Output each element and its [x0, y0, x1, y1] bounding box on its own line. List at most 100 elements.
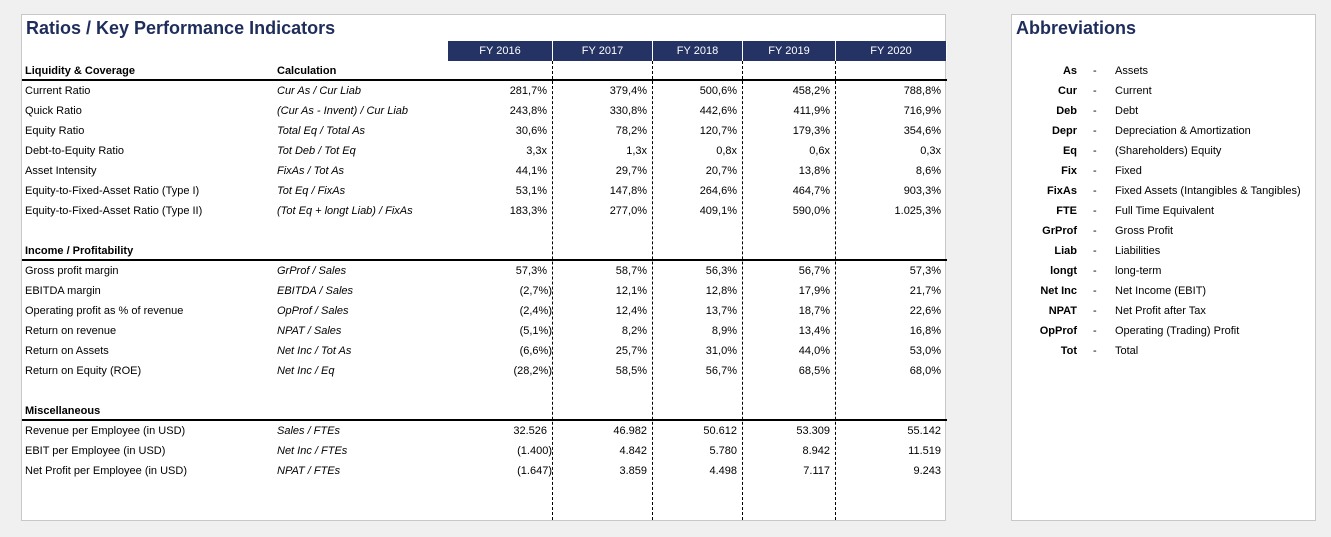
row-value: 13,7%: [705, 305, 737, 317]
abbreviation-meaning: Current: [1115, 85, 1152, 97]
row-value: 4.842: [619, 445, 647, 457]
abbreviation-separator: -: [1093, 125, 1097, 137]
row-value: 464,7%: [792, 185, 830, 197]
row-value: 50.612: [703, 425, 737, 437]
row-calculation: GrProf / Sales: [277, 265, 347, 277]
row-value: 147,8%: [609, 185, 647, 197]
abbreviation-item: FTE - Full Time Equivalent: [1012, 201, 1317, 221]
abbreviation-item: OpProf - Operating (Trading) Profit: [1012, 321, 1317, 341]
section-divider: [22, 419, 947, 421]
abbreviation-item: As - Assets: [1012, 61, 1317, 81]
abbreviation-code: Fix: [1061, 165, 1077, 177]
row-value: 21,7%: [909, 285, 941, 297]
row-value: 22,6%: [909, 305, 941, 317]
table-row: Gross profit margin GrProf / Sales 57,3% 58…: [22, 261, 947, 281]
table-row: Current Ratio Cur As / Cur Liab 281,7% 379,…: [22, 81, 947, 101]
row-label: Equity-to-Fixed-Asset Ratio (Type I): [25, 185, 200, 197]
row-value: 13,8%: [798, 165, 830, 177]
section-divider: [22, 79, 947, 81]
row-calculation: Total Eq / Total As: [277, 125, 366, 137]
abbreviation-code: Depr: [1051, 125, 1077, 137]
row-value: 411,9%: [793, 105, 831, 117]
row-calculation: Net Inc / Tot As: [277, 345, 352, 357]
table-row: Equity-to-Fixed-Asset Ratio (Type II) (To…: [22, 201, 947, 221]
abbreviation-meaning: Depreciation & Amortization: [1115, 125, 1251, 137]
section-header: Miscellaneous: [22, 401, 947, 421]
row-value: 8,2%: [621, 325, 647, 337]
section-divider: [22, 259, 947, 261]
row-label: Asset Intensity: [25, 165, 97, 177]
column-divider: [742, 61, 743, 520]
abbreviation-code: Deb: [1056, 105, 1077, 117]
abbreviation-separator: -: [1093, 305, 1097, 317]
row-label: Return on revenue: [25, 325, 117, 337]
row-value: 25,7%: [615, 345, 647, 357]
abbreviation-item: FixAs - Fixed Assets (Intangibles & Tangib…: [1012, 181, 1317, 201]
row-value: 3,3x: [526, 145, 547, 157]
row-label: Revenue per Employee (in USD): [25, 425, 186, 437]
section-title: Liquidity & Coverage: [25, 65, 136, 77]
row-value: 179,3%: [792, 125, 830, 137]
abbreviations-panel: Abbreviations As - Assets Cur - Current Deb - De…: [1011, 14, 1316, 521]
row-value: 903,3%: [903, 185, 941, 197]
row-value: 354,6%: [903, 125, 941, 137]
calculation-header: Calculation: [277, 65, 337, 77]
row-value: 68,0%: [909, 365, 941, 377]
year-header: FY 2019: [743, 41, 836, 61]
row-value: (1.647): [517, 465, 552, 477]
row-value: 8,9%: [711, 325, 737, 337]
abbreviation-meaning: Net Profit after Tax: [1115, 305, 1206, 317]
table-row: Debt-to-Equity Ratio Tot Deb / Tot Eq 3,3x…: [22, 141, 947, 161]
abbreviation-separator: -: [1093, 105, 1097, 117]
row-value: 78,2%: [615, 125, 647, 137]
row-calculation: Net Inc / FTEs: [277, 445, 348, 457]
row-label: Net Profit per Employee (in USD): [25, 465, 187, 477]
abbreviation-item: NPAT - Net Profit after Tax: [1012, 301, 1317, 321]
row-calculation: (Tot Eq + longt Liab) / FixAs: [277, 205, 413, 217]
abbreviation-separator: -: [1093, 345, 1097, 357]
row-value: 11.519: [908, 445, 941, 457]
row-label: Equity-to-Fixed-Asset Ratio (Type II): [25, 205, 203, 217]
row-value: 18,7%: [798, 305, 830, 317]
abbreviation-separator: -: [1093, 265, 1097, 277]
row-value: (5,1%): [519, 325, 552, 337]
page-title: Ratios / Key Performance Indicators: [26, 18, 336, 38]
row-value: 56,7%: [798, 265, 830, 277]
table-row: Revenue per Employee (in USD) Sales / FTE…: [22, 421, 947, 441]
table-row: Asset Intensity FixAs / Tot As 44,1% 29,7% 2…: [22, 161, 947, 181]
row-value: 590,0%: [792, 205, 830, 217]
abbreviation-meaning: Net Income (EBIT): [1115, 285, 1207, 297]
abbreviation-code: Net Inc: [1040, 285, 1077, 297]
abbreviation-meaning: Assets: [1115, 65, 1149, 77]
row-value: 29,7%: [615, 165, 647, 177]
abbreviation-code: Tot: [1060, 345, 1077, 357]
abbreviation-item: Eq - (Shareholders) Equity: [1012, 141, 1317, 161]
row-value: 9.243: [913, 465, 941, 477]
row-value: 5.780: [709, 445, 737, 457]
row-calculation: Tot Eq / FixAs: [277, 185, 346, 197]
abbreviation-item: Fix - Fixed: [1012, 161, 1317, 181]
row-value: 243,8%: [509, 105, 547, 117]
abbreviation-separator: -: [1093, 85, 1097, 97]
row-value: 46.982: [613, 425, 647, 437]
row-value: (1.400): [517, 445, 552, 457]
abbreviation-code: Liab: [1054, 245, 1077, 257]
row-value: 12,1%: [615, 285, 647, 297]
year-header: FY 2020: [836, 41, 947, 61]
row-value: 500,6%: [699, 85, 737, 97]
row-value: 442,6%: [699, 105, 737, 117]
abbreviation-item: Liab - Liabilities: [1012, 241, 1317, 261]
table-row: Operating profit as % of revenue OpProf /…: [22, 301, 947, 321]
abbreviation-separator: -: [1093, 285, 1097, 297]
row-value: 8.942: [802, 445, 830, 457]
row-value: (28,2%): [513, 365, 552, 377]
row-value: 20,7%: [705, 165, 737, 177]
row-label: Return on Equity (ROE): [25, 365, 142, 377]
row-label: EBITDA margin: [25, 285, 101, 297]
table-row: Quick Ratio (Cur As - Invent) / Cur Liab 2…: [22, 101, 947, 121]
row-calculation: FixAs / Tot As: [277, 165, 345, 177]
abbreviation-item: Deb - Debt: [1012, 101, 1317, 121]
row-value: 30,6%: [515, 125, 547, 137]
row-value: 56,3%: [705, 265, 737, 277]
row-value: 379,4%: [609, 85, 647, 97]
